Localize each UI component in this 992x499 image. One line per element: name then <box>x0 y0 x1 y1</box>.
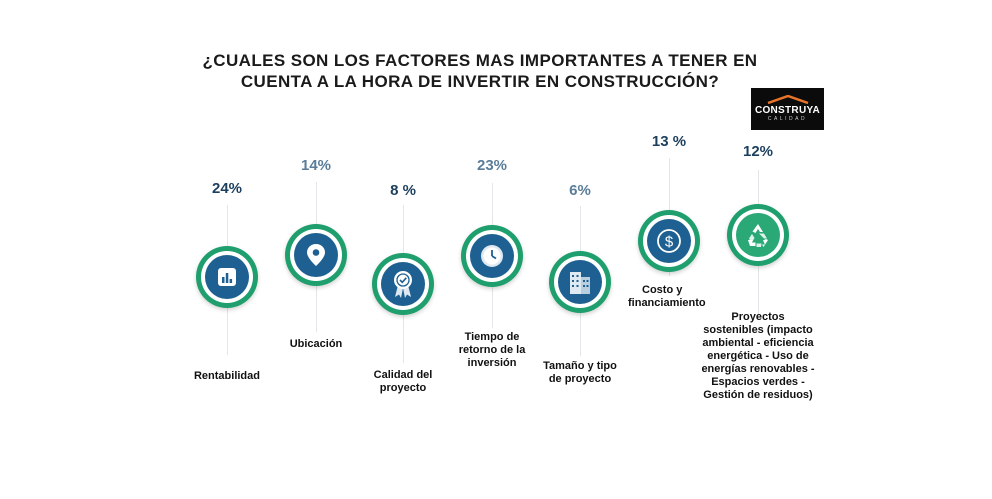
factor-label: Ubicación <box>241 338 391 351</box>
factor-label: Calidad del proyecto <box>328 369 478 395</box>
label-line: Costo y <box>642 284 683 296</box>
logo-brand: CONSTRUYA <box>754 105 821 116</box>
clock-icon <box>470 234 514 278</box>
factor-label: Tamaño y tipo de proyecto <box>505 360 655 386</box>
label-line: Tiempo de <box>464 331 520 343</box>
construya-logo: CONSTRUYA CALIDAD <box>751 88 824 130</box>
factor-label: Costo y financiamiento <box>594 284 748 310</box>
roof-icon <box>767 95 808 104</box>
label-line: financiamiento <box>628 297 706 309</box>
label-line: Calidad del <box>373 369 433 381</box>
factor-icon-ring <box>372 253 434 315</box>
dollar-coin-icon: $ <box>647 219 691 263</box>
label-line: energética - Uso de <box>707 350 809 362</box>
logo-subtitle: CALIDAD <box>767 116 808 122</box>
recycle-icon <box>736 213 780 257</box>
factor-label: Rentabilidad <box>152 370 302 383</box>
buildings-icon <box>558 260 602 304</box>
factor-percentage: 23% <box>476 157 508 174</box>
label-line: Tamaño y tipo <box>543 360 617 372</box>
label-line: retorno de la <box>458 344 526 356</box>
infographic-title: ¿CUALES SON LOS FACTORES MAS IMPORTANTES… <box>150 50 810 92</box>
factor-icon-ring <box>196 246 258 308</box>
label-line: sostenibles (impacto <box>703 324 813 336</box>
factor-percentage: 14% <box>300 157 332 174</box>
factor-percentage: 24% <box>211 180 243 197</box>
factor-icon-ring <box>285 224 347 286</box>
factor-percentage: 6% <box>569 182 591 199</box>
factor-icon-ring <box>461 225 523 287</box>
label-line: ambiental - eficiencia <box>702 337 814 349</box>
factor-label: Proyectos sostenibles (impacto ambiental… <box>683 311 833 402</box>
label-line: Proyectos <box>731 311 785 323</box>
factor-percentage: 12% <box>742 143 774 160</box>
label-line: Espacios verdes - <box>711 376 805 388</box>
factor-percentage: 13 % <box>651 133 687 150</box>
label-line: Ubicación <box>289 338 343 350</box>
factor-icon-ring: $ <box>638 210 700 272</box>
title-line-2: CUENTA A LA HORA DE INVERTIR EN CONSTRUC… <box>240 72 720 91</box>
label-line: proyecto <box>379 382 427 394</box>
title-line-1: ¿CUALES SON LOS FACTORES MAS IMPORTANTES… <box>202 51 758 70</box>
label-line: Gestión de residuos) <box>703 389 813 401</box>
award-ribbon-icon <box>381 262 425 306</box>
factor-icon-ring <box>727 204 789 266</box>
svg-text:$: $ <box>665 234 674 251</box>
label-line: energías renovables - <box>701 363 815 375</box>
factor-label: Tiempo de retorno de la inversión <box>417 331 567 370</box>
bar-chart-icon <box>205 255 249 299</box>
factor-percentage: 8 % <box>390 182 416 199</box>
factor-icon-ring <box>549 251 611 313</box>
location-pin-icon <box>294 233 338 277</box>
label-line: de proyecto <box>548 373 612 385</box>
label-line: Rentabilidad <box>193 370 260 382</box>
label-line: inversión <box>467 357 517 369</box>
